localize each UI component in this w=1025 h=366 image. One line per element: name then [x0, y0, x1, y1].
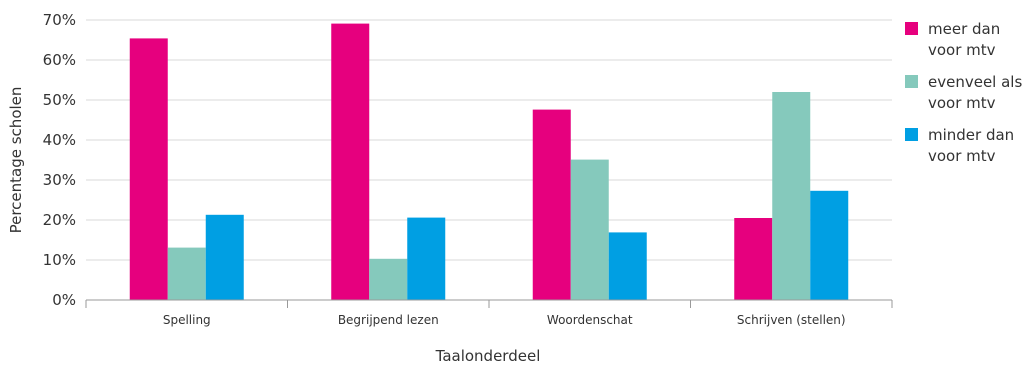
y-tick-label: 0%: [52, 291, 76, 309]
y-tick-label: 60%: [43, 51, 76, 69]
x-tick-label: Schrijven (stellen): [737, 313, 846, 327]
legend-label: voor mtv: [928, 41, 996, 59]
x-tick-labels: Spelling Begrijpend lezen Woordenschat Schr…: [163, 313, 846, 327]
bar: [570, 159, 609, 300]
x-tick-label: Begrijpend lezen: [338, 313, 439, 327]
y-tick-label: 30%: [43, 171, 76, 189]
y-tick-label: 10%: [43, 251, 76, 269]
legend-label: evenveel als: [928, 73, 1022, 91]
legend-label: minder dan: [928, 126, 1014, 144]
legend-swatch: [905, 75, 918, 88]
bar: [205, 214, 244, 300]
x-tick-label: Woordenschat: [547, 313, 633, 327]
legend-swatch: [905, 22, 918, 35]
y-tick-label: 20%: [43, 211, 76, 229]
bar: [532, 109, 571, 300]
bar: [407, 217, 446, 300]
bar: [331, 23, 370, 300]
bar: [810, 190, 849, 300]
legend-label: voor mtv: [928, 147, 996, 165]
bars: [129, 23, 849, 301]
legend: meer dan voor mtv evenveel als voor mtv mind…: [905, 20, 1022, 165]
legend-label: voor mtv: [928, 94, 996, 112]
bar: [772, 92, 811, 300]
y-axis-title: Percentage scholen: [7, 87, 25, 234]
bar: [608, 232, 647, 300]
legend-swatch: [905, 128, 918, 141]
legend-label: meer dan: [928, 20, 1000, 38]
y-tick-labels: 0% 10% 20% 30% 40% 50% 60% 70%: [43, 11, 76, 309]
x-axis-title: Taalonderdeel: [435, 347, 541, 365]
y-tick-label: 70%: [43, 11, 76, 29]
bar: [129, 38, 168, 301]
bar: [369, 258, 408, 300]
bar: [734, 218, 773, 300]
y-tick-label: 40%: [43, 131, 76, 149]
y-tick-label: 50%: [43, 91, 76, 109]
x-tick-label: Spelling: [163, 313, 211, 327]
bar: [167, 247, 206, 300]
axes: [85, 299, 893, 308]
